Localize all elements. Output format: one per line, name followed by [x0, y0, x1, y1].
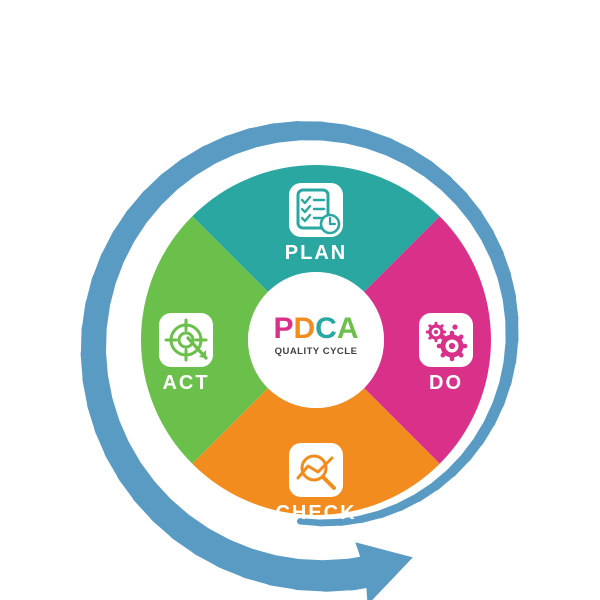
svg-text:PDCA: PDCA: [273, 312, 358, 345]
act-label: ACT: [162, 372, 209, 394]
pdca-diagram: PDCAQUALITY CYCLE PLAN DO CHECK ACT: [0, 0, 600, 600]
do-label: DO: [429, 372, 463, 394]
act-icon-group: ACT: [159, 313, 213, 394]
center-subtitle: QUALITY CYCLE: [275, 346, 358, 357]
plan-label: PLAN: [285, 242, 347, 264]
pdca-svg: PDCAQUALITY CYCLE PLAN DO CHECK ACT: [0, 0, 600, 600]
center-title: PDCAQUALITY CYCLE: [273, 312, 358, 357]
check-label: CHECK: [275, 502, 356, 524]
plan-icon-group: PLAN: [285, 183, 347, 264]
